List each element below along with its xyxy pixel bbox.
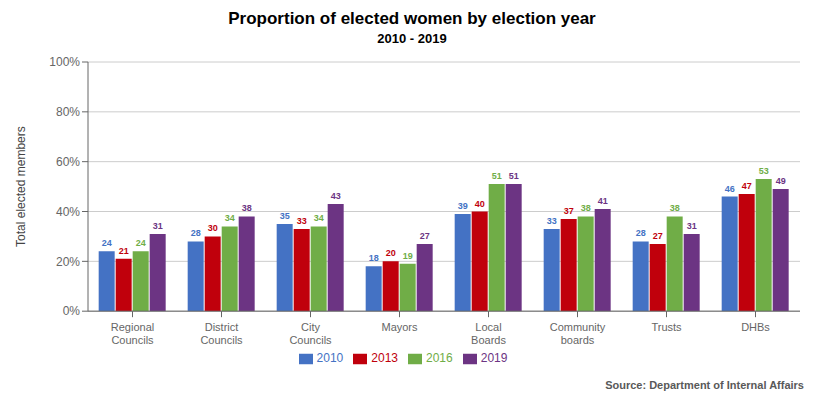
svg-text:38: 38 — [581, 203, 591, 213]
svg-text:30: 30 — [208, 223, 218, 233]
html-text:2013: 2013 — [371, 351, 398, 366]
svg-text:51: 51 — [492, 171, 502, 181]
svg-text:Mayors: Mayors — [381, 321, 418, 333]
html-text:Source: Department of Internal: Source: Department of Internal Affairs — [605, 379, 804, 391]
svg-text:47: 47 — [742, 181, 752, 191]
svg-text:DHBs: DHBs — [741, 321, 770, 333]
svg-text:33: 33 — [297, 216, 307, 226]
svg-text:80%: 80% — [56, 105, 80, 119]
svg-text:34: 34 — [314, 213, 324, 223]
html-text:2010: 2010 — [316, 351, 344, 366]
svg-text:41: 41 — [598, 196, 608, 206]
svg-text:37: 37 — [564, 206, 574, 216]
svg-text:38: 38 — [670, 203, 680, 213]
svg-text:20%: 20% — [56, 255, 80, 269]
svg-text:Communityboards: Communityboards — [550, 321, 606, 346]
svg-text:19: 19 — [403, 251, 413, 261]
svg-text:DistrictCouncils: DistrictCouncils — [200, 321, 243, 346]
svg-text:46: 46 — [725, 184, 735, 194]
svg-text:40%: 40% — [56, 205, 80, 219]
svg-text:28: 28 — [191, 228, 201, 238]
svg-text:20: 20 — [386, 248, 396, 258]
svg-text:60%: 60% — [56, 155, 80, 169]
svg-text:24: 24 — [102, 238, 112, 248]
svg-text:53: 53 — [759, 166, 769, 176]
svg-text:28: 28 — [636, 228, 646, 238]
svg-text:Trusts: Trusts — [651, 321, 682, 333]
svg-text:51: 51 — [509, 171, 519, 181]
svg-text:38: 38 — [242, 203, 252, 213]
svg-text:100%: 100% — [49, 55, 80, 69]
html-text:Proportion of elected women by: Proportion of elected women by election … — [228, 9, 596, 28]
svg-text:33: 33 — [547, 216, 557, 226]
svg-text:0%: 0% — [63, 304, 81, 318]
html-text:2016: 2016 — [426, 351, 453, 366]
svg-text:39: 39 — [458, 201, 468, 211]
svg-text:21: 21 — [119, 246, 129, 256]
svg-text:LocalBoards: LocalBoards — [471, 321, 506, 346]
svg-text:24: 24 — [136, 238, 146, 248]
svg-text:RegionalCouncils: RegionalCouncils — [111, 321, 154, 346]
svg-text:27: 27 — [653, 231, 663, 241]
svg-text:Total elected members: Total elected members — [14, 126, 28, 247]
svg-text:18: 18 — [369, 253, 379, 263]
svg-text:49: 49 — [776, 176, 786, 186]
svg-text:31: 31 — [687, 221, 697, 231]
html-text:2019: 2019 — [480, 351, 508, 366]
svg-text:34: 34 — [225, 213, 235, 223]
svg-text:CityCouncils: CityCouncils — [289, 321, 332, 346]
svg-text:40: 40 — [475, 199, 485, 209]
html-text:2010 - 2019: 2010 - 2019 — [377, 31, 447, 46]
svg-text:43: 43 — [331, 191, 341, 201]
svg-text:31: 31 — [153, 221, 163, 231]
svg-text:35: 35 — [280, 211, 290, 221]
svg-text:27: 27 — [420, 231, 430, 241]
